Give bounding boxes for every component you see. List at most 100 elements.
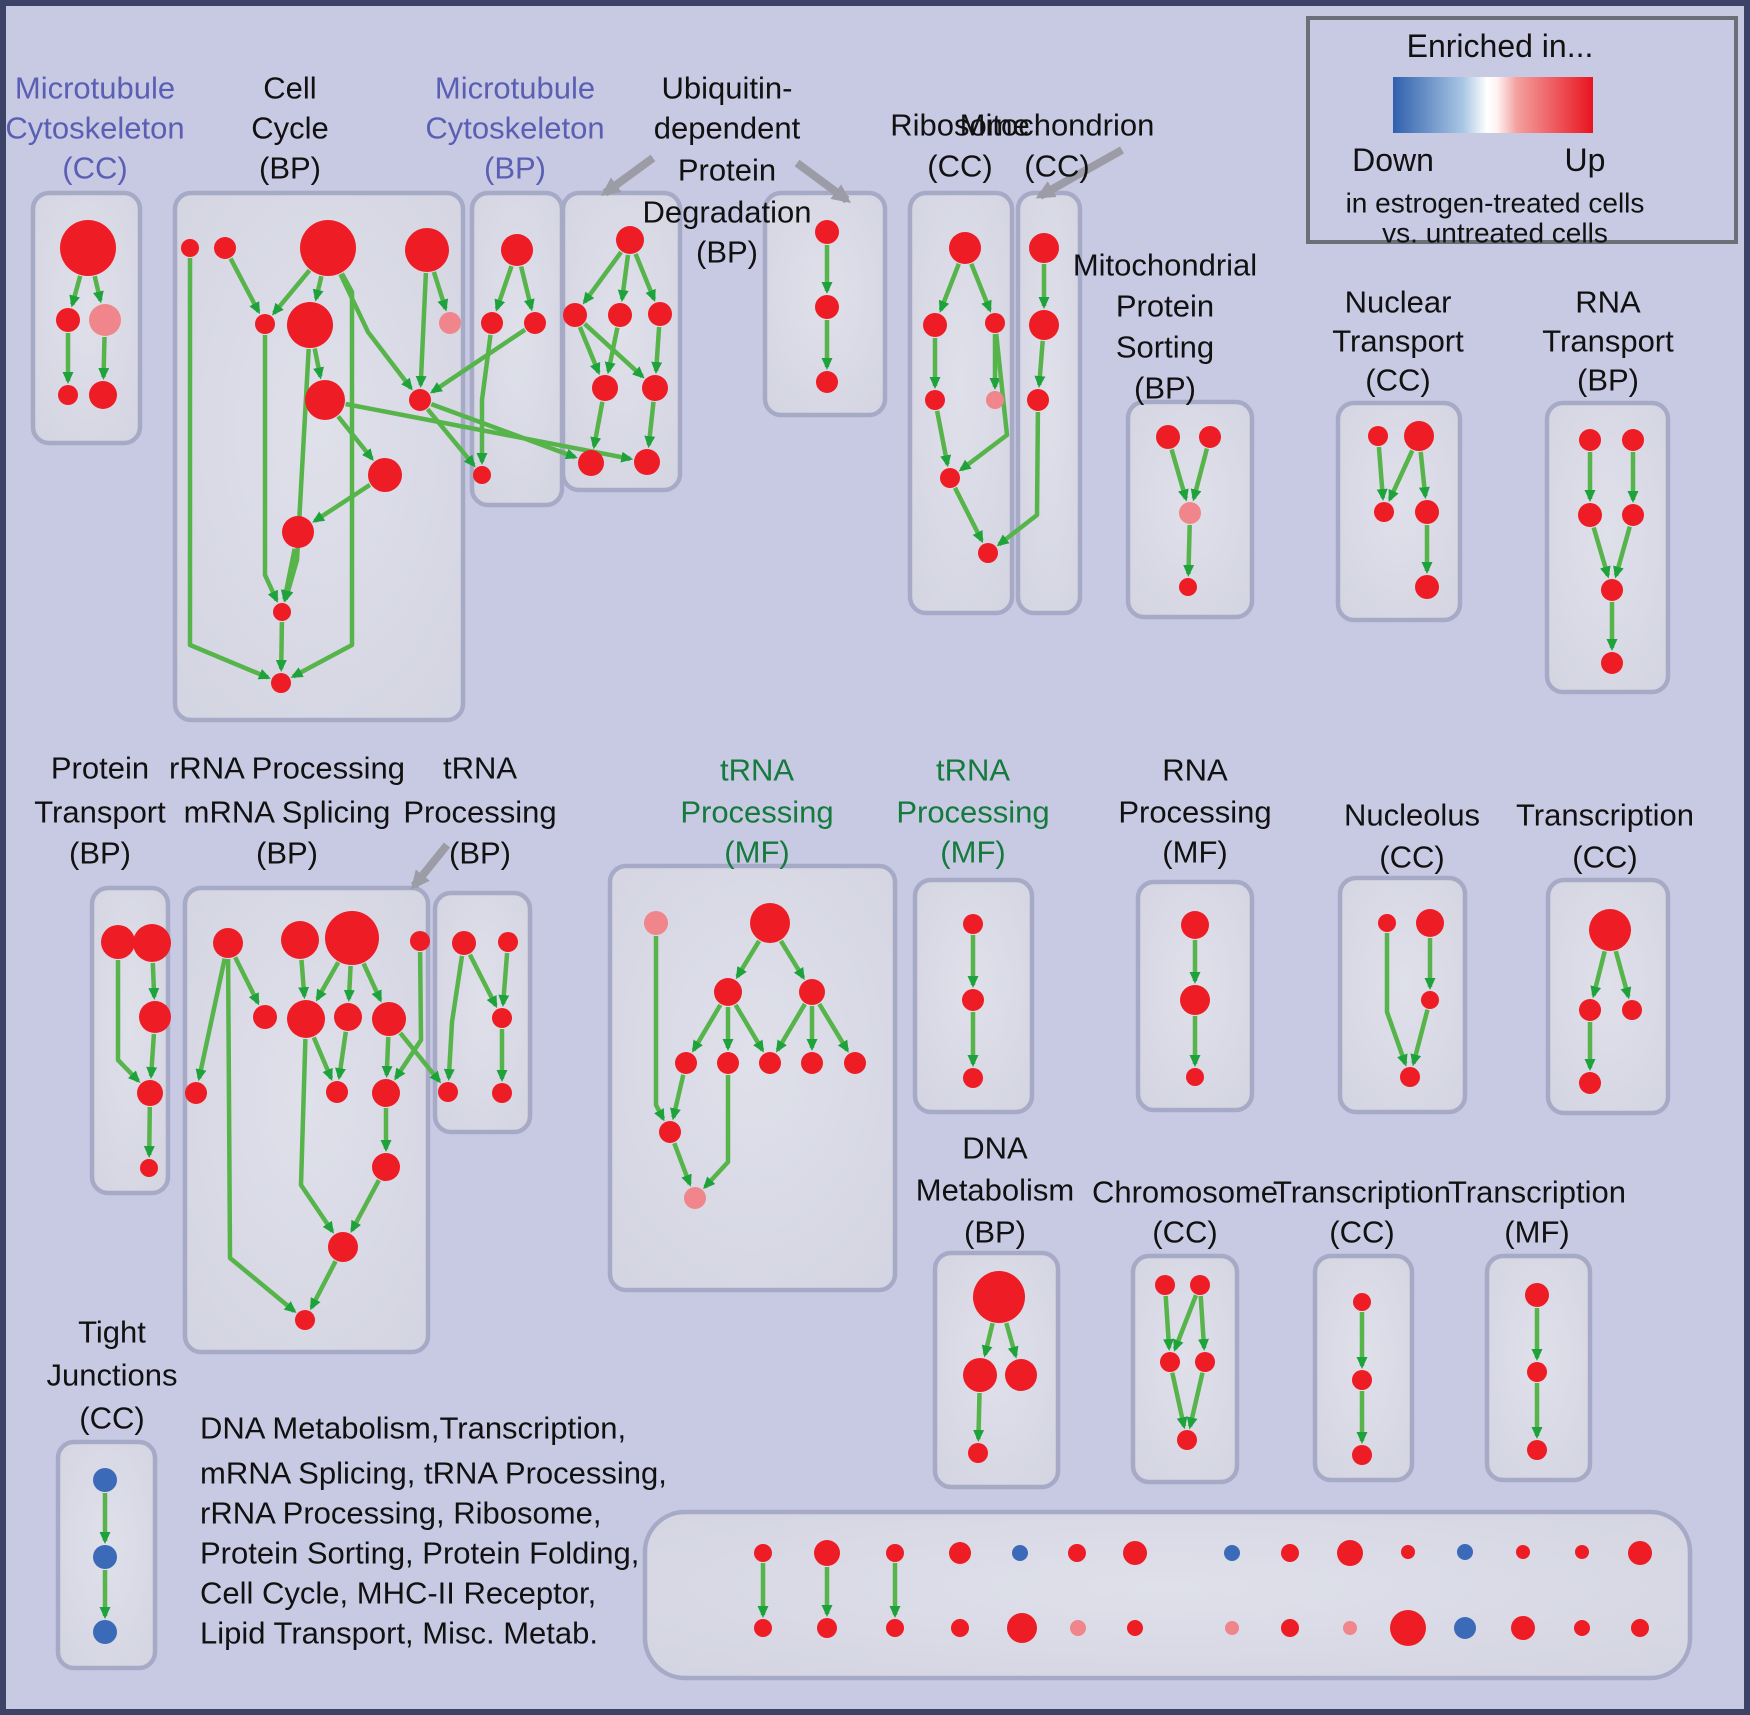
- pointer-to-ubiquitin-box-1: [600, 154, 656, 197]
- gene-node: [89, 304, 121, 336]
- relation-arrow: [775, 1002, 807, 1053]
- label-microtubule-cytoskeleton-cc-line-1: Microtubule: [15, 71, 175, 106]
- gene-node: [1353, 1293, 1371, 1311]
- relation-arrow: [633, 253, 657, 302]
- gene-node: [1070, 1620, 1086, 1636]
- gene-node: [963, 1068, 983, 1088]
- rrna-processing-mrna-splicing-bp-box: [182, 885, 431, 1355]
- relation-arrow: [467, 953, 498, 1009]
- gene-node: [181, 239, 199, 257]
- relation-arrow: [98, 336, 110, 380]
- relation-arrow: [146, 1033, 158, 1079]
- gene-node: [213, 928, 243, 958]
- label-rna-processing-mf-line-2: Processing: [1118, 795, 1271, 830]
- gene-node: [949, 232, 981, 264]
- relation-arrow: [817, 1002, 850, 1053]
- label-microtubule-cytoskeleton-bp-line-3: (BP): [484, 151, 546, 186]
- relation-arrow: [1183, 524, 1195, 577]
- gene-node: [1337, 1540, 1363, 1566]
- label-tight-junctions-cc: Tight Junctions (CC): [47, 1315, 178, 1436]
- gene-node: [139, 1001, 171, 1033]
- gene-node: [1416, 909, 1444, 937]
- legend-up-label: Up: [1565, 142, 1606, 178]
- relation-arrow: [1169, 448, 1189, 502]
- label-cell-cycle-bp-line-3: (BP): [259, 151, 321, 186]
- gene-node: [1415, 575, 1439, 599]
- gene-node: [968, 1443, 988, 1463]
- gene-node: [616, 226, 644, 254]
- legend-gradient-bar: [1393, 77, 1593, 133]
- gene-node: [1622, 504, 1644, 526]
- gene-node: [634, 449, 660, 475]
- label-rna-transport-bp: RNA Transport (BP): [1542, 285, 1674, 398]
- label-rna-transport-bp-line-3: (BP): [1577, 363, 1639, 398]
- gene-node: [1180, 985, 1210, 1015]
- relation-arrow: [651, 326, 663, 374]
- relation-arrow: [644, 401, 656, 449]
- relation-arrow: [1387, 449, 1415, 503]
- relation-arrow: [338, 273, 413, 391]
- relation-arrow: [476, 334, 493, 465]
- gene-node: [1368, 426, 1388, 446]
- gene-node: [410, 931, 430, 951]
- gene-node: [1631, 1619, 1649, 1637]
- label-mitochondrial-protein-sorting-bp-line-1: Mitochondrial: [1073, 248, 1257, 283]
- label-microtubule-cytoskeleton-cc-line-2: Cytoskeleton: [5, 111, 184, 146]
- pointer-to-ubiquitin-box-2: [794, 159, 852, 204]
- relation-arrow: [1004, 1322, 1019, 1359]
- gene-node: [754, 1619, 772, 1637]
- label-rna-processing-mf-line-1: RNA: [1162, 753, 1228, 788]
- gene-node: [1516, 1545, 1530, 1559]
- gene-node: [405, 228, 449, 272]
- node-layer: [56, 220, 1652, 1646]
- label-dna-metabolism-bp-line-2: Metabolism: [916, 1173, 1075, 1208]
- label-chromosome-cc: Chromosome (CC): [1092, 1175, 1278, 1250]
- gene-node: [1160, 1352, 1180, 1372]
- label-cell-cycle-bp: Cell Cycle (BP): [251, 71, 329, 186]
- gene-node: [1527, 1440, 1547, 1460]
- relation-arrow: [431, 271, 449, 312]
- mixed-categories-box: [642, 1509, 1693, 1681]
- gene-node: [1225, 1621, 1239, 1635]
- relation-arrow: [415, 272, 429, 388]
- gene-node: [592, 375, 618, 401]
- label-rrna-processing-mrna-splicing-bp-line-3: (BP): [256, 836, 318, 871]
- relation-arrow: [336, 414, 374, 461]
- gene-node: [93, 1468, 117, 1492]
- label-protein-transport-bp-line-1: Protein: [51, 751, 149, 786]
- relation-arrow: [290, 272, 355, 679]
- relation-arrow: [1410, 1009, 1430, 1067]
- gene-node: [492, 1008, 512, 1028]
- label-cell-cycle-bp-line-1: Cell: [263, 71, 316, 106]
- label-transcription-cc-1-line-1: Transcription: [1516, 798, 1694, 833]
- gene-node: [978, 543, 998, 563]
- label-cell-cycle-bp-line-2: Cycle: [251, 111, 329, 146]
- relation-arrow: [311, 1036, 334, 1081]
- relation-arrow: [1198, 1295, 1210, 1351]
- relation-arrow: [577, 326, 601, 376]
- relation-arrow: [69, 275, 83, 308]
- label-chromosome-cc-line-2: (CC): [1152, 1215, 1217, 1250]
- relation-arrow: [1590, 950, 1607, 999]
- chromosome-cc-box: [1130, 1253, 1240, 1485]
- relation-arrow: [143, 1106, 155, 1158]
- gene-node: [438, 1082, 458, 1102]
- gene-node: [372, 1079, 400, 1107]
- gene-node: [439, 312, 461, 334]
- label-microtubule-cytoskeleton-cc-line-3: (CC): [62, 151, 127, 186]
- gene-node: [281, 921, 319, 959]
- gene-node: [1352, 1370, 1372, 1390]
- label-rna-transport-bp-line-1: RNA: [1575, 285, 1641, 320]
- relation-arrow: [343, 965, 355, 1002]
- gene-node: [287, 1000, 325, 1038]
- label-ribosome-cc-line-2: (CC): [927, 149, 992, 184]
- label-transcription-cc-2: Transcription (CC): [1273, 1175, 1451, 1250]
- relation-arrow: [981, 1322, 995, 1358]
- label-transcription-cc-2-line-1: Transcription: [1273, 1175, 1451, 1210]
- label-rrna-processing-mrna-splicing-bp-line-2: mRNA Splicing: [184, 795, 391, 830]
- label-mitochondrial-protein-sorting-bp-line-3: Sorting: [1116, 330, 1214, 365]
- gene-node: [1123, 1541, 1147, 1565]
- relation-arrow: [430, 327, 527, 394]
- label-ubiquitin-degradation-bp: Ubiquitin-dependent Protein Degradation (BP…: [643, 71, 812, 270]
- relation-arrow: [604, 327, 620, 375]
